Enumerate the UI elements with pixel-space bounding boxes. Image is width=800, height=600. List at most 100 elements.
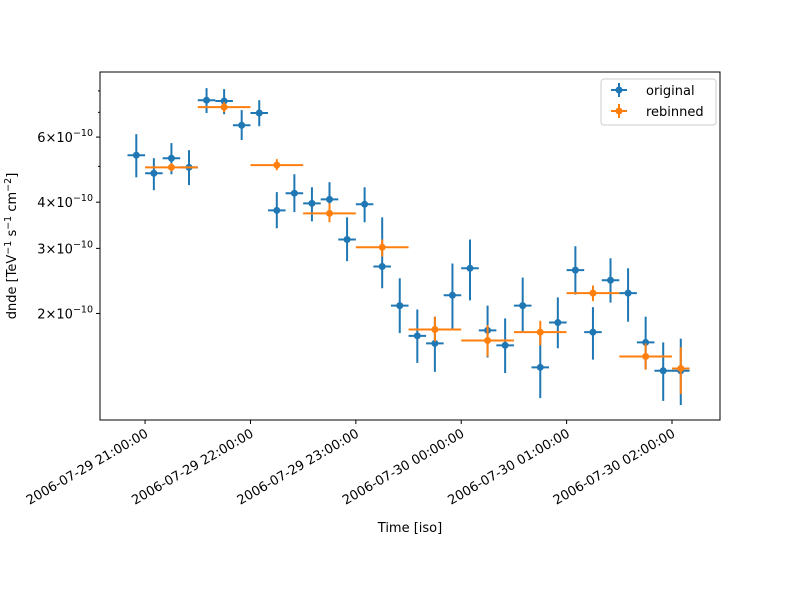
point-marker — [431, 339, 439, 347]
legend-entry-original: original — [611, 83, 695, 99]
data-point-original — [496, 318, 514, 374]
y-tick-mantissa: 3×10 — [37, 242, 73, 257]
point-marker — [431, 325, 439, 333]
y-tick-exponent: −10 — [73, 193, 93, 204]
point-marker — [273, 206, 281, 214]
data-point-original — [127, 134, 146, 178]
y-label-text: ] — [5, 173, 20, 178]
data-point-rebinned — [250, 159, 304, 171]
point-marker — [536, 328, 544, 336]
legend-entry-rebinned: rebinned — [611, 104, 704, 120]
point-marker — [571, 266, 579, 274]
point-marker — [466, 264, 474, 272]
series-rebinned — [145, 102, 690, 395]
point-marker — [378, 262, 386, 270]
point-marker — [413, 332, 421, 340]
y-tick-label: 6×10−10 — [37, 128, 93, 146]
data-point-original — [145, 158, 163, 191]
y-axis: 2×10−103×10−104×10−106×10−10 — [37, 90, 100, 322]
y-label-text: dnde [TeV — [5, 255, 20, 320]
legend-box — [600, 78, 717, 126]
point-marker — [378, 243, 386, 251]
point-marker — [554, 319, 562, 327]
y-label-superscript: −2 — [3, 178, 14, 192]
data-point-original — [461, 239, 479, 301]
axes-frame — [99, 71, 721, 421]
point-marker — [448, 291, 456, 299]
point-marker — [589, 289, 597, 297]
point-marker — [501, 341, 509, 349]
point-marker — [589, 328, 597, 336]
legend-marker-dot — [615, 107, 623, 115]
point-marker — [150, 169, 158, 177]
data-point-original — [197, 88, 216, 114]
data-point-original — [601, 258, 620, 303]
data-point-original — [250, 100, 269, 127]
data-point-original — [513, 277, 532, 332]
data-point-original — [566, 246, 585, 295]
data-point-original — [549, 297, 567, 349]
point-marker — [484, 337, 492, 345]
point-marker — [361, 200, 369, 208]
point-marker — [167, 154, 175, 162]
data-point-original — [584, 307, 602, 360]
y-axis-label: dnde [TeV−1 s−1 cm−2] — [3, 173, 20, 320]
data-point-original — [232, 110, 251, 141]
legend: original rebinned — [600, 78, 717, 126]
point-marker — [343, 236, 351, 244]
data-point-original — [338, 217, 356, 262]
y-label-superscript: −1 — [3, 241, 14, 255]
data-point-rebinned — [513, 320, 567, 346]
y-tick-exponent: −10 — [73, 304, 93, 315]
data-point-original — [654, 342, 672, 401]
point-marker — [255, 109, 263, 117]
point-marker — [220, 103, 228, 111]
data-point-rebinned — [671, 347, 690, 395]
y-label-superscript: −1 — [3, 216, 14, 230]
y-tick-mantissa: 4×10 — [37, 196, 73, 211]
point-marker — [132, 151, 140, 159]
point-marker — [642, 352, 650, 360]
data-point-original — [619, 268, 637, 322]
point-marker — [325, 209, 333, 217]
legend-label: original — [646, 84, 695, 99]
point-marker — [325, 195, 333, 203]
data-point-rebinned — [461, 325, 514, 357]
legend-marker-dot — [615, 86, 623, 94]
data-point-original — [303, 187, 321, 222]
point-marker — [607, 276, 615, 284]
data-point-original — [408, 309, 427, 363]
data-point-rebinned — [408, 316, 462, 342]
point-marker — [220, 97, 228, 105]
data-point-rebinned — [197, 102, 251, 113]
x-axis-label: Time [iso] — [377, 521, 442, 536]
data-point-rebinned — [619, 343, 672, 370]
point-marker — [642, 338, 650, 346]
data-point-original — [355, 187, 374, 223]
point-marker — [238, 121, 246, 129]
point-marker — [308, 199, 316, 207]
point-marker — [659, 367, 667, 375]
data-point-rebinned — [303, 203, 356, 223]
data-point-original — [268, 192, 286, 229]
data-point-rebinned — [145, 163, 198, 172]
legend-label: rebinned — [646, 105, 704, 120]
y-tick-mantissa: 2×10 — [37, 307, 73, 322]
y-tick-exponent: −10 — [73, 128, 93, 139]
y-tick-exponent: −10 — [73, 239, 93, 250]
point-marker — [203, 96, 211, 104]
data-point-original — [285, 174, 304, 213]
y-label-text: s — [5, 230, 20, 241]
y-label-text: cm — [5, 192, 20, 216]
y-tick-label: 4×10−10 — [37, 193, 93, 211]
data-point-rebinned — [566, 285, 620, 302]
point-marker — [290, 189, 298, 197]
point-marker — [624, 289, 632, 297]
point-marker — [677, 364, 685, 372]
y-tick-label: 2×10−10 — [37, 304, 93, 322]
point-marker — [167, 163, 175, 171]
point-marker — [396, 302, 404, 310]
y-tick-mantissa: 6×10 — [37, 131, 73, 146]
data-point-original — [443, 263, 462, 329]
